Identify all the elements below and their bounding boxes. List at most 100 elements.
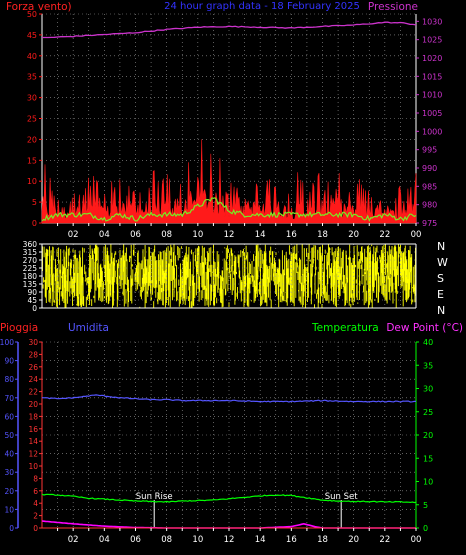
p3-x-tick-label: 10 bbox=[192, 535, 203, 545]
direction-letter-n-bottom: N bbox=[437, 304, 445, 317]
rain-axis-tick-label: 22 bbox=[28, 388, 38, 397]
p1-right-tick-label: 1030 bbox=[422, 17, 442, 26]
p3-x-tick-label: 00 bbox=[411, 535, 422, 545]
rain-axis-tick-label: 10 bbox=[28, 462, 38, 471]
p1-x-tick-label: 20 bbox=[348, 230, 359, 240]
humidity-label: Umidita bbox=[68, 322, 109, 334]
humidity-axis-tick-label: 30 bbox=[4, 468, 14, 477]
temperature-axis-tick-label: 10 bbox=[423, 478, 433, 487]
rain-axis-tick-label: 20 bbox=[28, 400, 38, 409]
humidity-axis-tick-label: 0 bbox=[9, 524, 14, 533]
pressure-line bbox=[42, 21, 417, 39]
p1-left-tick-label: 35 bbox=[27, 73, 37, 82]
p1-x-tick-label: 04 bbox=[99, 230, 110, 240]
p1-x-tick-label: 12 bbox=[224, 230, 235, 240]
rain-axis-tick-label: 0 bbox=[33, 524, 38, 533]
p3-x-tick-label: 16 bbox=[286, 535, 297, 545]
direction-letter-n-top: N bbox=[437, 240, 445, 253]
humidity-axis-tick-label: 80 bbox=[4, 375, 14, 384]
p2-left-tick-label: 180 bbox=[23, 272, 38, 281]
p2-left-tick-label: 0 bbox=[32, 304, 37, 313]
p1-right-tick-label: 1000 bbox=[422, 127, 442, 136]
p2-left-tick-label: 225 bbox=[23, 264, 38, 273]
p3-x-tick-label: 08 bbox=[161, 535, 172, 545]
p1-right-tick-label: 1005 bbox=[422, 109, 442, 118]
p3-x-tick-label: 18 bbox=[317, 535, 328, 545]
p1-left-tick-label: 0 bbox=[32, 219, 37, 228]
chart-title: 24 hour graph data - 18 February 2025 bbox=[164, 1, 360, 12]
humidity-axis-tick-label: 20 bbox=[4, 487, 14, 496]
wind-speed-label: Forza vento) bbox=[6, 1, 72, 13]
p3-x-tick-label: 04 bbox=[99, 535, 110, 545]
rain-axis-tick-label: 28 bbox=[28, 350, 38, 359]
humidity-axis-tick-label: 10 bbox=[4, 505, 14, 514]
temperature-label: Temperatura bbox=[311, 322, 379, 334]
rain-axis-tick-label: 30 bbox=[28, 338, 38, 347]
p2-left-tick-label: 270 bbox=[23, 256, 38, 265]
rain-axis-tick-label: 2 bbox=[33, 512, 38, 521]
dewpoint-label: Dew Point (°C) bbox=[386, 322, 463, 334]
p1-right-tick-label: 985 bbox=[422, 182, 437, 191]
p1-x-tick-label: 10 bbox=[192, 230, 203, 240]
p1-right-tick-label: 990 bbox=[422, 164, 437, 173]
p3-x-tick-label: 06 bbox=[130, 535, 141, 545]
wind-average-line bbox=[41, 197, 417, 222]
rain-axis-tick-label: 6 bbox=[33, 487, 38, 496]
sunset-label: Sun Set bbox=[325, 492, 358, 502]
p2-left-tick-label: 90 bbox=[27, 288, 37, 297]
p1-left-tick-label: 40 bbox=[27, 52, 37, 61]
humidity-axis-tick-label: 90 bbox=[4, 357, 14, 366]
p1-x-tick-label: 00 bbox=[411, 230, 422, 240]
p3-x-tick-label: 22 bbox=[379, 535, 390, 545]
p1-x-tick-label: 14 bbox=[255, 230, 266, 240]
p3-x-tick-label: 12 bbox=[224, 535, 235, 545]
p1-right-tick-label: 1015 bbox=[422, 72, 442, 81]
rain-label: Pioggia bbox=[0, 322, 38, 334]
p1-right-tick-label: 995 bbox=[422, 146, 437, 155]
p3-x-tick-label: 20 bbox=[348, 535, 359, 545]
temperature-axis-tick-label: 0 bbox=[423, 524, 428, 533]
p1-right-tick-label: 980 bbox=[422, 201, 437, 210]
wind-pressure-panel: 0510152025303540455097598098599099510001… bbox=[27, 10, 443, 240]
humidity-axis-tick-label: 50 bbox=[4, 431, 14, 440]
rain-axis-tick-label: 18 bbox=[28, 412, 38, 421]
p2-left-tick-label: 135 bbox=[23, 280, 38, 289]
p1-x-tick-label: 22 bbox=[379, 230, 390, 240]
p1-left-tick-label: 5 bbox=[32, 198, 37, 207]
p1-x-tick-label: 06 bbox=[130, 230, 141, 240]
temperature-line bbox=[41, 493, 417, 504]
rain-axis-tick-label: 12 bbox=[28, 450, 38, 459]
rain-axis-tick-label: 4 bbox=[33, 499, 38, 508]
p1-right-tick-label: 1020 bbox=[422, 54, 442, 63]
temperature-axis-tick-label: 40 bbox=[423, 338, 433, 347]
humidity-axis-tick-label: 60 bbox=[4, 412, 14, 421]
p3-x-tick-label: 14 bbox=[255, 535, 266, 545]
p1-x-tick-label: 18 bbox=[317, 230, 328, 240]
humidity-temperature-panel: 0102030405060708090100024681012141618202… bbox=[0, 338, 433, 545]
p2-left-tick-label: 360 bbox=[23, 240, 38, 249]
sunrise-label: Sun Rise bbox=[136, 492, 173, 502]
direction-letter-e: E bbox=[437, 288, 444, 301]
temperature-axis-tick-label: 20 bbox=[423, 431, 433, 440]
temperature-axis-tick-label: 5 bbox=[423, 501, 428, 510]
p1-right-tick-label: 975 bbox=[422, 219, 437, 228]
p1-left-tick-label: 20 bbox=[27, 135, 37, 144]
direction-letter-w: W bbox=[437, 256, 448, 269]
temperature-axis-tick-label: 30 bbox=[423, 385, 433, 394]
rain-axis-tick-label: 24 bbox=[28, 375, 38, 384]
humidity-axis-tick-label: 40 bbox=[4, 450, 14, 459]
p1-x-tick-label: 16 bbox=[286, 230, 297, 240]
humidity-line bbox=[41, 394, 416, 403]
p1-x-tick-label: 02 bbox=[68, 230, 79, 240]
p1-left-tick-label: 30 bbox=[27, 94, 37, 103]
temperature-axis-tick-label: 35 bbox=[423, 361, 433, 370]
p1-left-tick-label: 45 bbox=[27, 31, 37, 40]
temperature-axis-tick-label: 15 bbox=[423, 454, 433, 463]
p2-left-tick-label: 315 bbox=[23, 248, 38, 257]
p1-x-tick-label: 08 bbox=[161, 230, 172, 240]
temperature-axis-tick-label: 25 bbox=[423, 408, 433, 417]
p1-left-tick-label: 25 bbox=[27, 115, 37, 124]
p2-left-tick-label: 45 bbox=[27, 296, 37, 305]
humidity-axis-tick-label: 70 bbox=[4, 394, 14, 403]
